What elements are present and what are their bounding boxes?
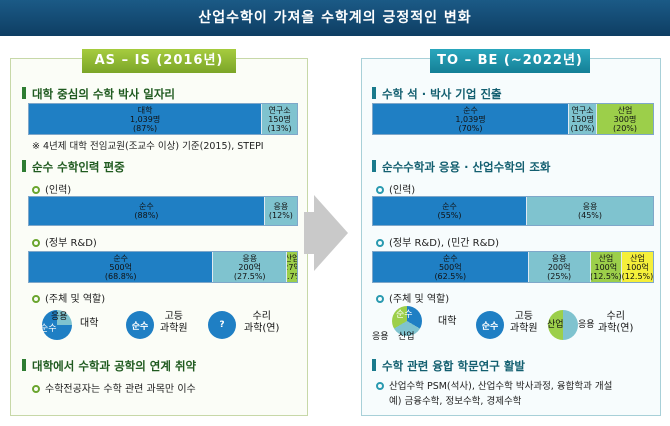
bar-segment: 산업 27억 (3.7%) [287,252,297,282]
transition-arrow-stem [304,212,316,254]
to-be-nims-pie [548,310,578,340]
as-is-rd-label: (정부 R&D) [32,234,97,249]
bullet-icon [376,295,384,303]
bar-segment: 순수 (88%) [29,197,265,225]
sub-label: (인력) [389,185,416,196]
transition-arrow-icon [314,195,348,271]
as-is-rd-bar: 순수 500억 (68.8%)응용 200억 (27.5%)산업 27억 (3.… [28,251,298,283]
page-title: 산업수학이 가져올 수학계의 긍정적인 변화 [0,0,670,36]
role-university: 대학 [438,316,457,327]
bullet-icon [32,385,40,393]
as-is-institute-circle: 순수 [126,311,154,339]
bullet-icon [32,186,40,194]
as-is-section-2: 순수 수학인력 편중 [22,159,125,175]
section-title: 순수 수학인력 편중 [32,160,125,174]
bar-segment: 연구소 150명 (10%) [569,104,597,134]
as-is-people-label: (인력) [32,181,71,196]
bar-segment: 산업 100억 (12.5%) [621,252,653,282]
to-be-people-label: (인력) [376,181,415,196]
section-title: 대학 중심의 수학 박사 일자리 [32,87,175,101]
pie-label: 순수 [40,324,57,334]
to-be-header: TO – BE (~2022년) [430,49,590,73]
to-be-rd-label: (정부 R&D), (민간 R&D) [376,234,499,249]
as-is-bullet-last: 수학전공자는 수학 관련 과목만 이수 [32,380,196,395]
sub-label: (주체 및 역할) [389,294,450,305]
to-be-bullet-last-example: 예) 금융수학, 정보수학, 경제수학 [389,396,522,407]
pie-label: 응용 [51,312,68,322]
bullet-icon [32,295,40,303]
bar-segment: 대학 1,039명 (87%) [29,104,263,134]
bar-segment: 응용 200억 (25%) [528,252,591,282]
to-be-phd-jobs-bar: 순수 1,039명 (70%) 연구소 150명 (10%) 산업 300명 (20… [372,103,654,135]
to-be-section-3: 수학 관련 융합 학문연구 활발 [372,358,525,374]
section-marker-icon [22,359,26,371]
sub-label: 수학전공자는 수학 관련 과목만 이수 [45,384,196,395]
bar-segment: 응용 200억 (27.5%) [213,252,288,282]
as-is-section-1: 대학 중심의 수학 박사 일자리 [22,86,175,102]
sub-label: (주체 및 역할) [45,294,106,305]
as-is-nims-circle: ? [208,311,236,339]
to-be-institute-circle: 순수 [476,311,504,339]
sub-label: 산업수학 PSM(석사), 산업수학 박사과정, 융합학과 개설 [389,381,613,392]
to-be-section-2: 순수수학과 응용 · 산업수학의 조화 [372,159,551,175]
bullet-icon [32,239,40,247]
pie-label: 응용 [578,320,595,330]
role-university: 대학 [80,318,99,329]
to-be-role-label: (주체 및 역할) [376,290,449,305]
bar-segment: 응용 (12%) [264,197,297,225]
role-institute: 고등 과학원 [160,311,188,334]
to-be-section-1: 수학 석 · 박사 기업 진출 [372,86,502,102]
role-institute: 고등 과학원 [510,311,538,334]
sub-label: (정부 R&D), (민간 R&D) [389,238,500,249]
as-is-header: AS – IS (2016년) [82,49,236,73]
section-marker-icon [22,87,26,99]
bar-segment: 순수 1,039명 (70%) [373,104,569,134]
as-is-university-pie [42,310,72,340]
to-be-university-pie [392,306,422,336]
as-is-role-label: (주체 및 역할) [32,290,105,305]
bullet-icon [376,239,384,247]
bar-segment: 순수 500억 (62.5%) [373,252,529,282]
pie-label: 순수 [396,310,413,320]
section-marker-icon [372,160,376,172]
section-marker-icon [372,87,376,99]
bullet-icon [376,186,384,194]
bar-segment: 연구소 150명 (13%) [262,104,297,134]
section-marker-icon [372,359,376,371]
bar-segment: 순수 (55%) [373,197,527,225]
pie-label: 산업 [547,320,564,330]
section-title: 수학 석 · 박사 기업 진출 [382,87,502,101]
section-title: 순수수학과 응용 · 산업수학의 조화 [382,160,551,174]
section-title: 대학에서 수학과 공학의 연계 취약 [32,359,197,373]
section-title: 수학 관련 융합 학문연구 활발 [382,359,525,373]
to-be-rd-bar: 순수 500억 (62.5%) 응용 200억 (25%) 산업 100억 (12.… [372,251,654,283]
bullet-icon [376,382,384,390]
as-is-section-3: 대학에서 수학과 공학의 연계 취약 [22,358,196,374]
role-nims: 수리 과학(연) [244,311,280,334]
pie-label: 산업 [398,332,415,342]
sub-label: (정부 R&D) [45,238,97,249]
as-is-people-bar: 순수 (88%) 응용 (12%) [28,196,298,226]
bar-segment: 응용 (45%) [527,197,653,225]
to-be-people-bar: 순수 (55%) 응용 (45%) [372,196,654,226]
sub-label: (인력) [45,185,72,196]
pie-label: 응용 [372,332,389,342]
role-nims: 수리 과학(연) [598,311,634,334]
to-be-bullet-last: 산업수학 PSM(석사), 산업수학 박사과정, 융합학과 개설 [376,378,612,392]
as-is-phd-jobs-bar: 대학 1,039명 (87%) 연구소 150명 (13%) [28,103,298,135]
bar-segment: 산업 100억 (12.5%) [590,252,622,282]
as-is-source-note: ※ 4년제 대학 전임교원(조교수 이상) 기준(2015), STEPI [32,141,264,152]
bar-segment: 순수 500억 (68.8%) [29,252,214,282]
bar-segment: 산업 300명 (20%) [597,104,653,134]
section-marker-icon [22,160,26,172]
